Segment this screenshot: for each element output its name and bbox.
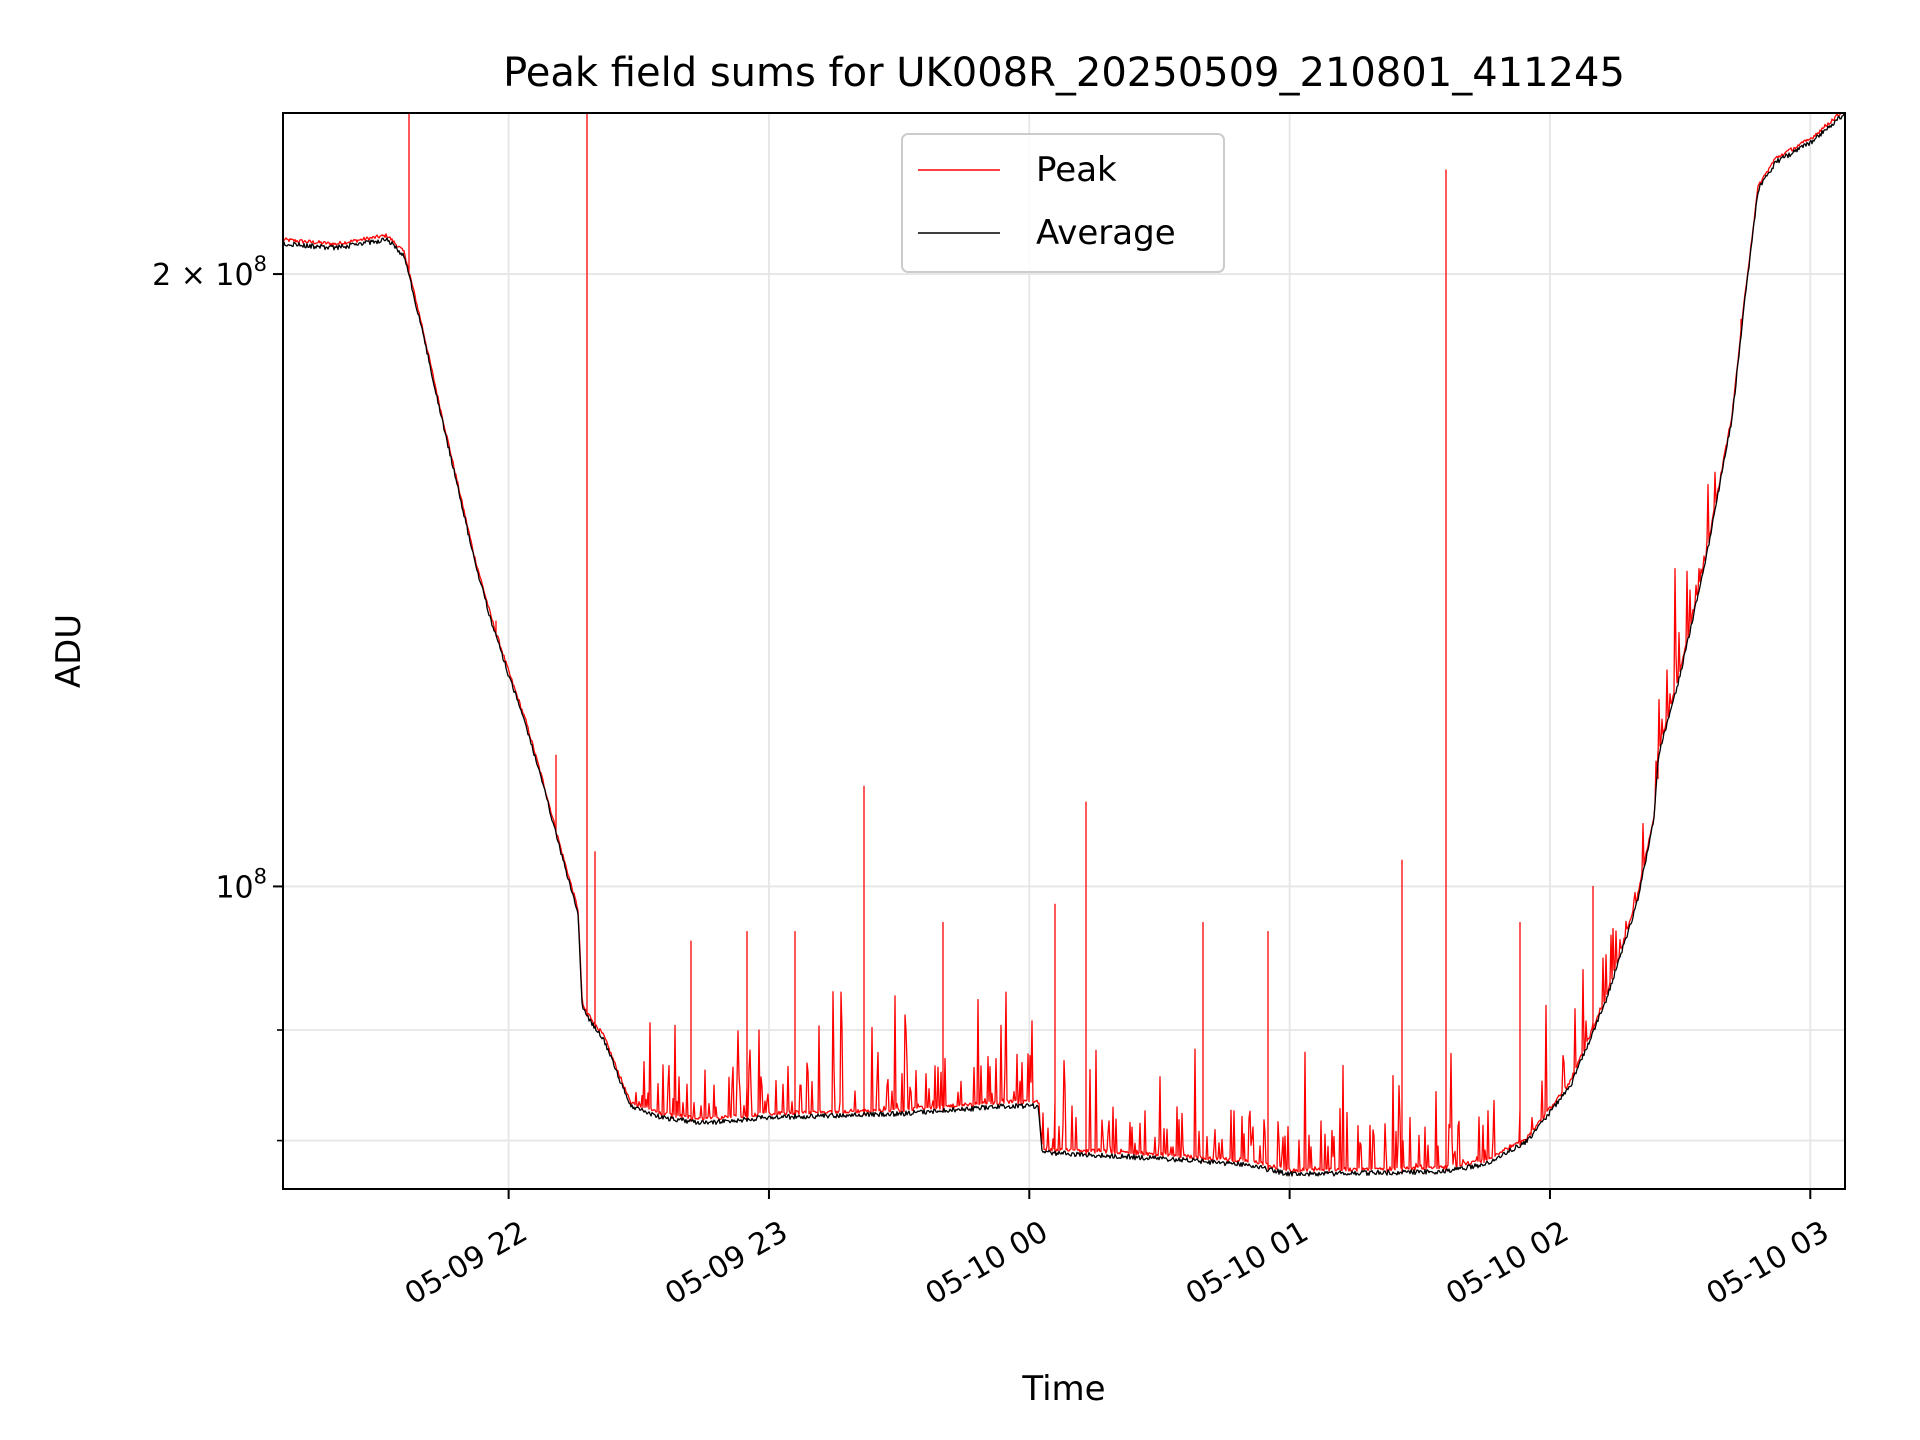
x-axis-label: Time — [1021, 1369, 1105, 1409]
legend-label-peak: Peak — [1036, 150, 1117, 190]
y-axis-label: ADU — [49, 614, 89, 688]
legend: Peak Average — [901, 133, 1225, 273]
chart-title: Peak field sums for UK008R_20250509_2108… — [503, 50, 1625, 96]
y-tick-label: 2 × 108 — [152, 252, 267, 293]
grid-layer — [283, 113, 1845, 1189]
legend-box — [901, 133, 1225, 273]
plot-layer — [282, 112, 1846, 1177]
plot-frame — [282, 112, 1846, 1190]
legend-label-average: Average — [1036, 213, 1176, 253]
y-tick-label: 108 — [215, 864, 267, 905]
series-line-average — [282, 112, 1846, 1177]
